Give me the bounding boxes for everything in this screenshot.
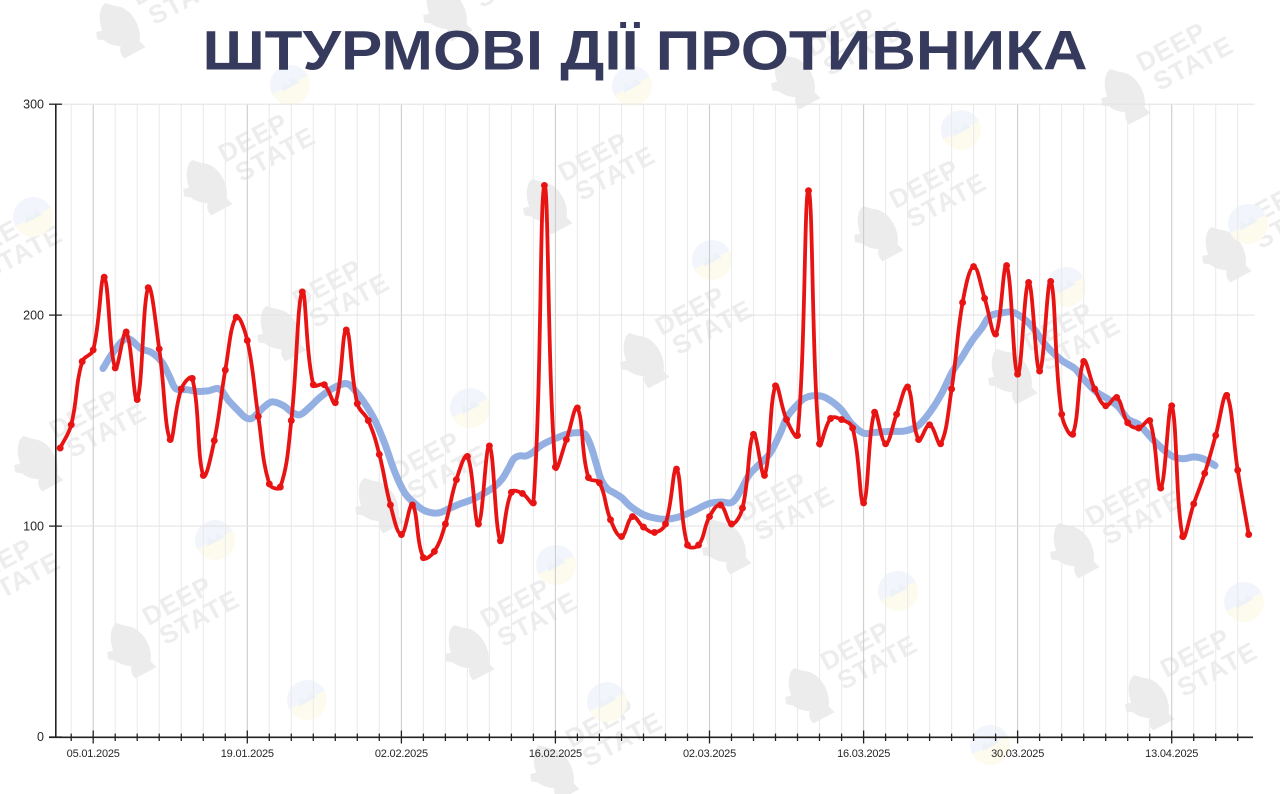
svg-text:30.03.2025: 30.03.2025 (991, 748, 1044, 760)
svg-text:16.02.2025: 16.02.2025 (529, 748, 582, 760)
svg-text:300: 300 (23, 97, 44, 111)
svg-text:02.02.2025: 02.02.2025 (375, 748, 428, 760)
svg-text:100: 100 (23, 519, 44, 533)
svg-text:ШТУРМОВІ ДІЇ ПРОТИВНИКА: ШТУРМОВІ ДІЇ ПРОТИВНИКА (202, 20, 1087, 81)
svg-text:200: 200 (23, 308, 44, 322)
svg-text:16.03.2025: 16.03.2025 (837, 748, 890, 760)
svg-text:13.04.2025: 13.04.2025 (1145, 748, 1198, 760)
svg-text:02.03.2025: 02.03.2025 (683, 748, 736, 760)
svg-text:05.01.2025: 05.01.2025 (67, 748, 120, 760)
svg-text:19.01.2025: 19.01.2025 (221, 748, 274, 760)
svg-text:0: 0 (37, 730, 44, 744)
